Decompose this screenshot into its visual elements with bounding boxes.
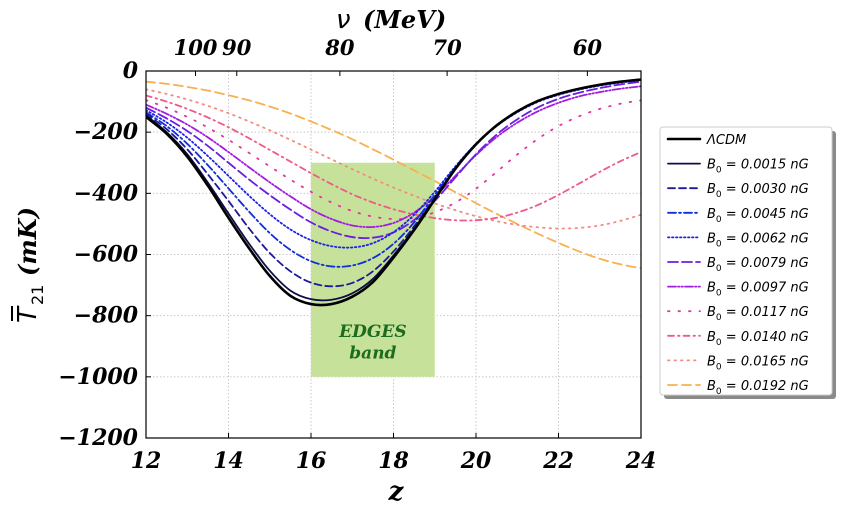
top-tick-label: 60 [573, 35, 603, 60]
top-tick-label: 100 [174, 35, 218, 60]
legend-entries: ΛCDM B0 = 0.0015 nG B0 = 0.0030 nG B0 = 0.0… [666, 133, 809, 397]
y-axis-label: T 21 (mK) [11, 207, 47, 323]
legend-label: B0 = 0.0045 nG [707, 207, 809, 225]
x-tick-label: 14 [213, 448, 244, 474]
x-axis-label: z [388, 477, 405, 507]
top-axis-symbol: ν [336, 5, 351, 35]
legend-label: B0 = 0.0062 nG [707, 231, 809, 249]
edges-band-label: EDGES [338, 322, 406, 342]
legend-label: B0 = 0.0165 nG [707, 354, 809, 372]
series-line-6 [146, 85, 641, 228]
top-axis-ticks: 100 90 80 70 60 [174, 35, 603, 76]
y-tick-label: −1200 [58, 425, 138, 451]
top-tick-label: 70 [433, 35, 463, 60]
series-line-8 [146, 94, 641, 222]
legend-label: B0 = 0.0192 nG [707, 379, 809, 397]
top-tick-label: 90 [222, 35, 252, 60]
top-tick-label: 80 [324, 35, 355, 60]
legend-label: B0 = 0.0140 nG [707, 330, 809, 348]
legend-entry: B0 = 0.0117 nG [667, 305, 809, 323]
legend: ΛCDM B0 = 0.0015 nG B0 = 0.0030 nG B0 = 0.0… [659, 126, 836, 399]
legend-label: ΛCDM [706, 133, 746, 148]
edges-band [311, 162, 435, 377]
series-line-9 [146, 88, 641, 230]
y-axis-label-unit: (mK) [13, 207, 42, 276]
y-tick-label: −800 [74, 303, 139, 329]
legend-entry: B0 = 0.0140 nG [667, 330, 809, 348]
legend-entry: ΛCDM [666, 133, 746, 148]
x-axis-ticks: 12 14 16 18 20 22 24 [131, 433, 657, 474]
legend-entry: B0 = 0.0192 nG [667, 379, 809, 397]
legend-entry: B0 = 0.0062 nG [667, 231, 809, 249]
y-axis-ticks: 0 −200 −400 −600 −800 −1000 −1200 [58, 58, 151, 451]
y-axis-label-sub: 21 [28, 285, 47, 305]
legend-box [659, 126, 833, 396]
y-tick-label: 0 [123, 58, 139, 84]
legend-entry: B0 = 0.0165 nG [667, 354, 809, 372]
legend-label: B0 = 0.0117 nG [707, 305, 809, 323]
edges-band-sublabel: band [349, 343, 396, 363]
legend-label: B0 = 0.0015 nG [707, 158, 809, 176]
series-line-10 [146, 80, 641, 270]
x-tick-label: 22 [542, 448, 574, 474]
legend-entry: B0 = 0.0079 nG [667, 256, 809, 274]
x-tick-label: 20 [460, 448, 492, 474]
legend-entry: B0 = 0.0015 nG [667, 158, 809, 176]
y-tick-label: −600 [74, 242, 139, 268]
legend-label: B0 = 0.0030 nG [707, 182, 809, 200]
legend-entry: B0 = 0.0045 nG [667, 207, 809, 225]
x-tick-label: 12 [131, 448, 162, 474]
legend-label: B0 = 0.0079 nG [707, 256, 809, 274]
legend-entry: B0 = 0.0030 nG [667, 182, 809, 200]
top-axis-label: ν (MeV) [336, 5, 446, 35]
y-tick-label: −400 [74, 180, 139, 206]
x-tick-label: 16 [296, 448, 327, 474]
x-tick-label: 18 [378, 448, 409, 474]
top-axis-unit: (MeV) [363, 5, 446, 34]
legend-entry: B0 = 0.0097 nG [667, 281, 809, 299]
series-lines [146, 78, 641, 307]
x-tick-label: 24 [625, 448, 657, 474]
y-tick-label: −200 [74, 119, 139, 145]
legend-label: B0 = 0.0097 nG [707, 281, 809, 299]
y-tick-label: −1000 [58, 364, 138, 390]
series-line-0 [146, 78, 641, 307]
y-axis-label-main: T [13, 305, 43, 323]
